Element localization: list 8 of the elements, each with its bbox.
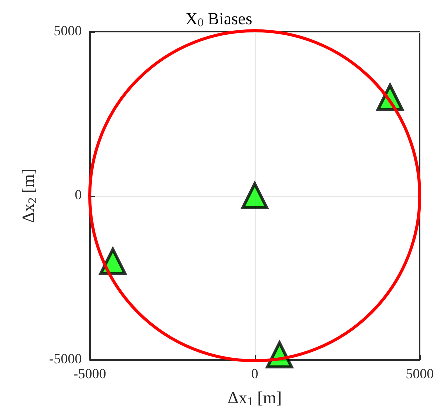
y-tick-label: -5000 xyxy=(49,352,82,368)
x-tick-label: 5000 xyxy=(406,368,434,382)
y-tick-label: 5000 xyxy=(54,24,82,40)
y-tick-label: 0 xyxy=(75,188,82,204)
y-axis-title: Δx2 [m] xyxy=(19,168,40,224)
x-tick-label: -5000 xyxy=(74,368,106,382)
point xyxy=(100,248,127,276)
x-tick-label: 0 xyxy=(252,368,258,382)
